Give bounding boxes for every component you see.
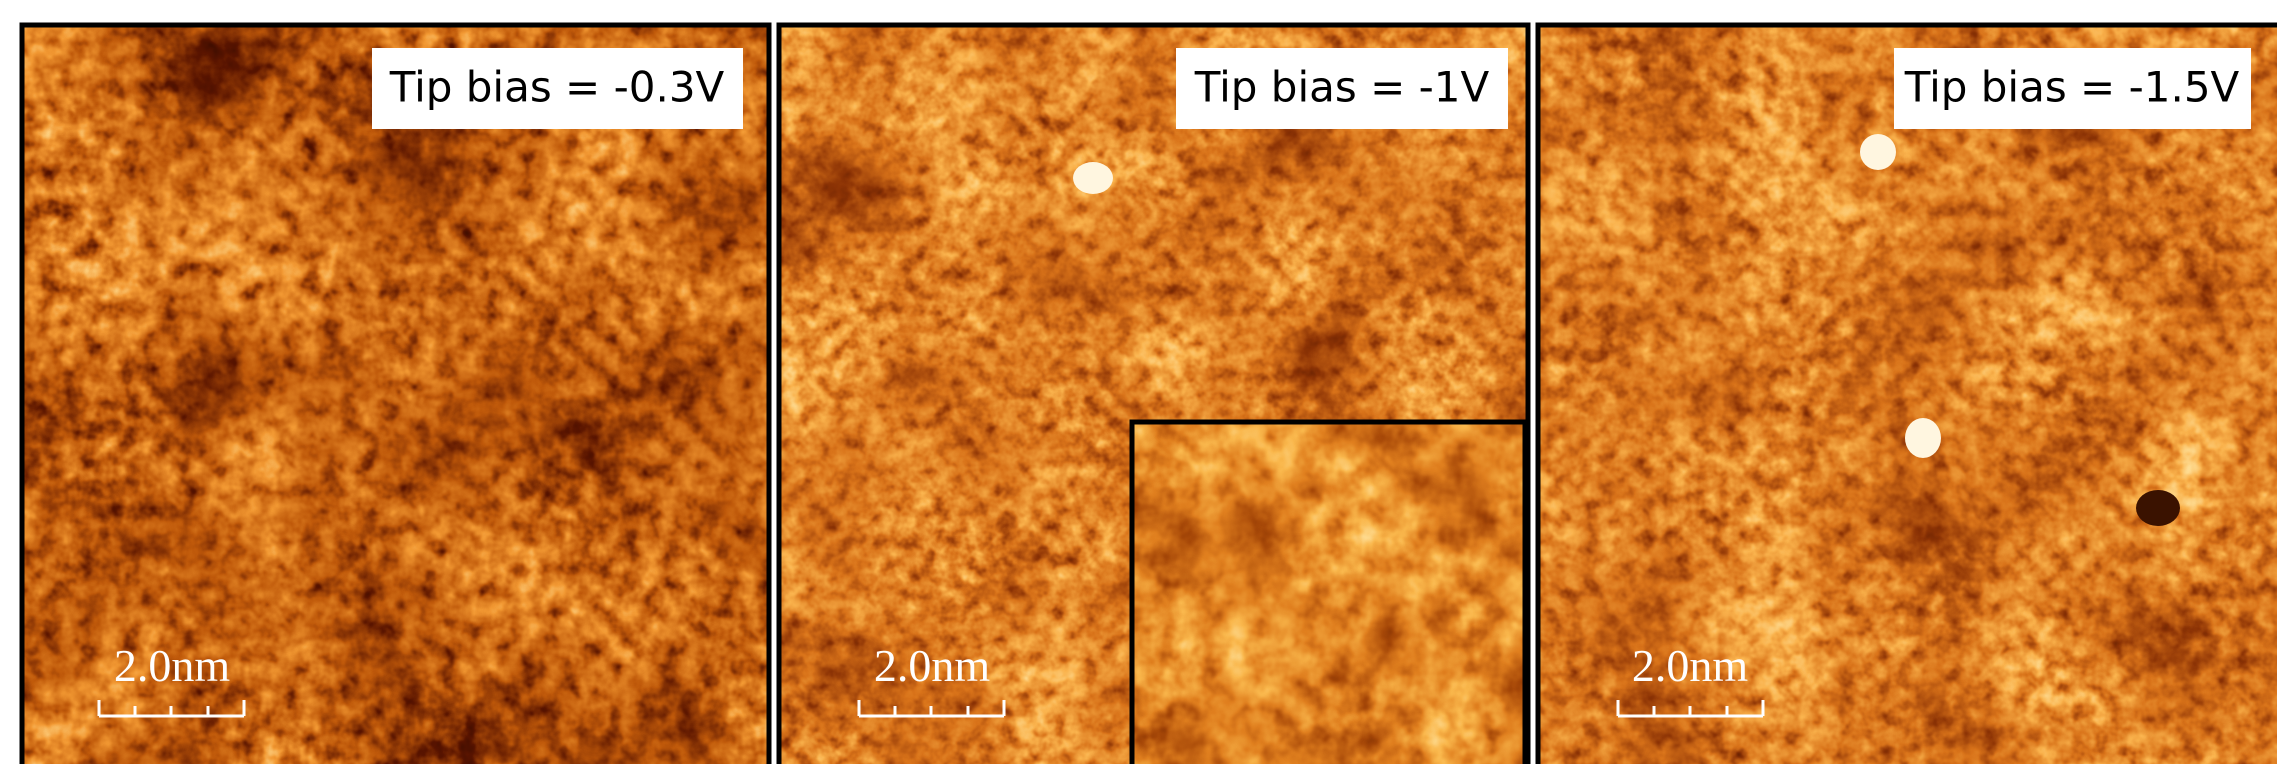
panel: Tip bias = -1V 2.0nm: [777, 23, 1530, 764]
bias-label: Tip bias = -1.5V: [1904, 63, 2240, 112]
panel: Tip bias = -0.3V 2.0nm: [20, 23, 771, 764]
scale-label: 2.0nm: [1632, 640, 1749, 691]
scale-label: 2.0nm: [874, 640, 991, 691]
bias-label: Tip bias = -0.3V: [389, 63, 725, 112]
scale-label: 2.0nm: [114, 640, 231, 691]
bias-label: Tip bias = -1V: [1194, 63, 1490, 112]
bright-feature: [1905, 418, 1941, 458]
dark-feature: [2136, 490, 2180, 526]
bright-feature: [1860, 134, 1896, 170]
bright-feature: [1073, 162, 1113, 194]
stm-figure: Tip bias = -0.3V 2.0nm Tip bias = -1V 2.…: [0, 0, 2277, 764]
inset-image: [1130, 420, 1527, 764]
panel: Tip bias = -1.5V 2.0nm: [1536, 23, 2277, 764]
